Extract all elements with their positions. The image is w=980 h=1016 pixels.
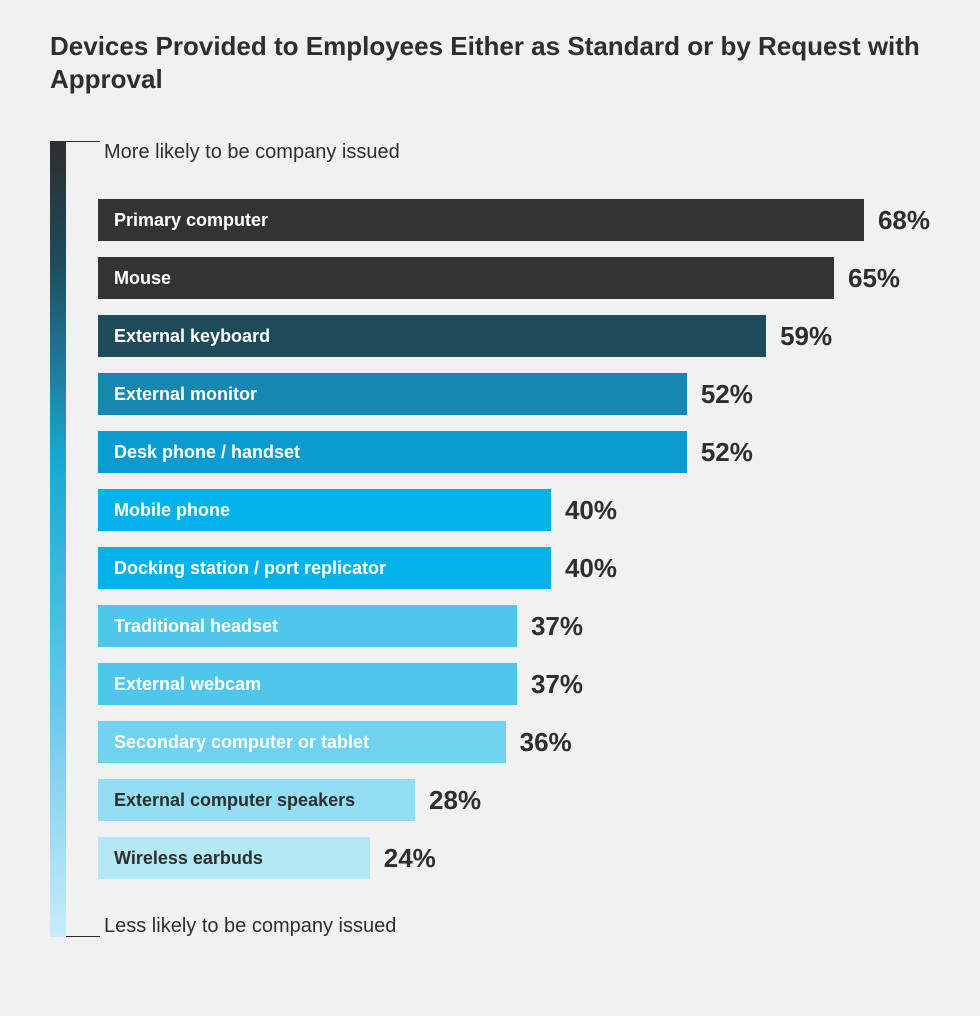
bar-row: Primary computer 68% <box>98 199 930 241</box>
legend-bottom-label: Less likely to be company issued <box>104 915 396 938</box>
bar: Docking station / port replicator <box>98 547 551 589</box>
bar: External keyboard <box>98 315 766 357</box>
bar-label: Wireless earbuds <box>114 848 263 869</box>
bar: Mouse <box>98 257 834 299</box>
bar-value: 65% <box>848 263 900 294</box>
bar-row: Wireless earbuds 24% <box>98 837 930 879</box>
bar-row: Mouse 65% <box>98 257 930 299</box>
legend-top-label: More likely to be company issued <box>104 141 400 164</box>
bar-row: Secondary computer or tablet 36% <box>98 721 930 763</box>
bar: Mobile phone <box>98 489 551 531</box>
bar-value: 68% <box>878 205 930 236</box>
bar-row: Mobile phone 40% <box>98 489 930 531</box>
bar: External computer speakers <box>98 779 415 821</box>
bar: Wireless earbuds <box>98 837 370 879</box>
bar-value: 28% <box>429 785 481 816</box>
bar-label: Secondary computer or tablet <box>114 732 369 753</box>
bar-value: 59% <box>780 321 832 352</box>
bar-value: 36% <box>520 727 572 758</box>
bar-label: External computer speakers <box>114 790 355 811</box>
legend-top: More likely to be company issued <box>98 141 930 163</box>
bar-value: 37% <box>531 669 583 700</box>
gradient-scale-rail <box>50 141 66 937</box>
bar-row: External keyboard 59% <box>98 315 930 357</box>
bar: Desk phone / handset <box>98 431 687 473</box>
bar-value: 40% <box>565 553 617 584</box>
bar-row: External computer speakers 28% <box>98 779 930 821</box>
bar: Traditional headset <box>98 605 517 647</box>
bar: Primary computer <box>98 199 864 241</box>
bar-row: External monitor 52% <box>98 373 930 415</box>
bar-label: Mouse <box>114 268 171 289</box>
bar-row: External webcam 37% <box>98 663 930 705</box>
chart-title: Devices Provided to Employees Either as … <box>50 30 930 95</box>
chart-container: More likely to be company issued Primary… <box>50 141 930 937</box>
scale-tick-bottom <box>66 936 100 937</box>
bar-row: Desk phone / handset 52% <box>98 431 930 473</box>
bar-label: Traditional headset <box>114 616 278 637</box>
bar-value: 52% <box>701 379 753 410</box>
bar: External webcam <box>98 663 517 705</box>
bar: External monitor <box>98 373 687 415</box>
bar-label: External monitor <box>114 384 257 405</box>
bar-label: External webcam <box>114 674 261 695</box>
bar-row: Traditional headset 37% <box>98 605 930 647</box>
bar-value: 40% <box>565 495 617 526</box>
bar-label: External keyboard <box>114 326 270 347</box>
bar: Secondary computer or tablet <box>98 721 506 763</box>
bar-label: Docking station / port replicator <box>114 558 386 579</box>
bar-row: Docking station / port replicator 40% <box>98 547 930 589</box>
bar-value: 24% <box>384 843 436 874</box>
scale-tick-top <box>66 141 100 142</box>
bar-label: Mobile phone <box>114 500 230 521</box>
legend-bottom: Less likely to be company issued <box>98 915 930 937</box>
bars-area: Primary computer 68% Mouse 65% External keyb… <box>98 199 930 879</box>
bar-value: 52% <box>701 437 753 468</box>
bar-label: Primary computer <box>114 210 268 231</box>
bar-value: 37% <box>531 611 583 642</box>
bar-label: Desk phone / handset <box>114 442 300 463</box>
